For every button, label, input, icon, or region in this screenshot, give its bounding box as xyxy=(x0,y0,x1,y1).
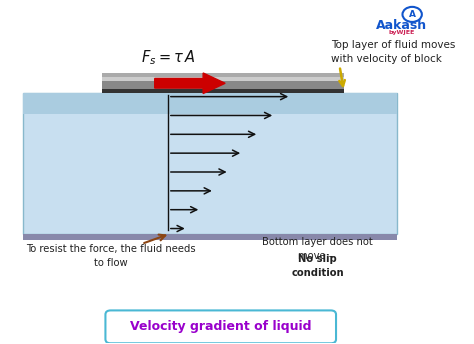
Bar xyxy=(102,77,344,89)
Bar xyxy=(23,93,397,114)
Bar xyxy=(102,77,344,81)
Bar xyxy=(23,93,397,234)
Bar xyxy=(102,73,344,77)
Text: byWJEE: byWJEE xyxy=(388,30,414,35)
Text: Top layer of fluid moves: Top layer of fluid moves xyxy=(331,40,455,50)
Text: Aakash: Aakash xyxy=(375,19,427,32)
Text: Velocity gradient of liquid: Velocity gradient of liquid xyxy=(130,320,311,333)
Text: Bottom layer does not
move –: Bottom layer does not move – xyxy=(262,237,373,261)
FancyBboxPatch shape xyxy=(0,0,444,344)
Text: To resist the force, the fluid needs
to flow: To resist the force, the fluid needs to … xyxy=(26,244,196,268)
Text: No slip
condition: No slip condition xyxy=(291,254,344,278)
FancyBboxPatch shape xyxy=(105,310,336,343)
FancyArrow shape xyxy=(155,73,225,94)
Bar xyxy=(23,234,397,240)
Text: $F_s = \tau\,A$: $F_s = \tau\,A$ xyxy=(141,48,195,67)
Bar xyxy=(102,89,344,93)
Text: with velocity of block: with velocity of block xyxy=(331,54,442,64)
Text: A: A xyxy=(409,10,416,19)
